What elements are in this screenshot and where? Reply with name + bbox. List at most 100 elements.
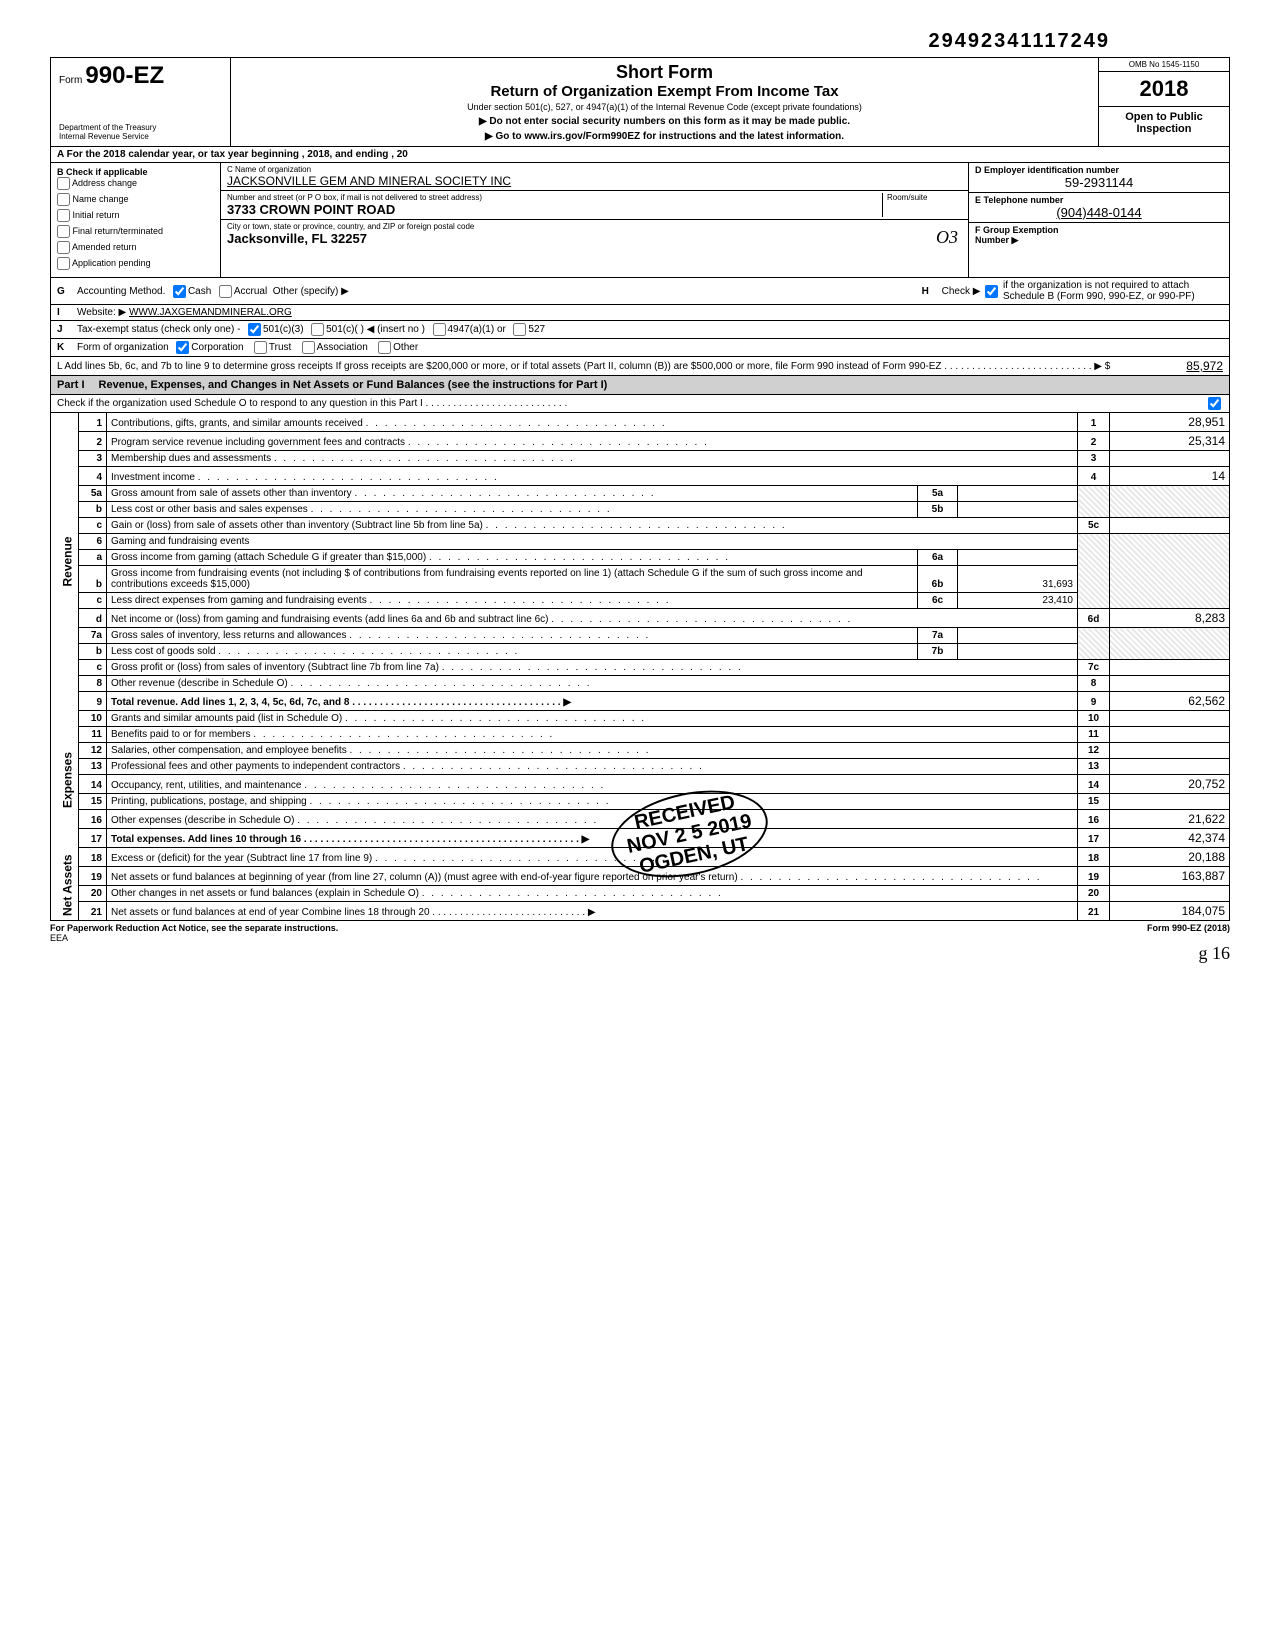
col-num: 7c	[1078, 660, 1110, 676]
col-val	[1110, 676, 1230, 692]
row-desc: Gross sales of inventory, less returns a…	[111, 630, 346, 641]
cb-association[interactable]	[302, 341, 315, 354]
sub-num: 6b	[918, 566, 958, 593]
row-num: 3	[79, 451, 107, 467]
arrow-note-2: ▶ Go to www.irs.gov/Form990EZ for instru…	[239, 131, 1090, 142]
cb-accrual[interactable]	[219, 285, 232, 298]
cb-amended[interactable]	[57, 241, 70, 254]
title-short-form: Short Form	[239, 62, 1090, 83]
website-label: Website: ▶	[77, 307, 126, 318]
row-num: 1	[79, 413, 107, 432]
cb-cash[interactable]	[173, 285, 186, 298]
cb-schedule-o[interactable]	[1208, 397, 1221, 410]
col-num: 11	[1078, 727, 1110, 743]
lbl-4947: 4947(a)(1) or	[448, 324, 506, 335]
line-g-h: G Accounting Method. Cash Accrual Other …	[50, 278, 1230, 305]
col-val: 25,314	[1110, 432, 1230, 451]
cb-501c3[interactable]	[248, 323, 261, 336]
row-desc: Benefits paid to or for members	[111, 729, 251, 740]
col-num: 15	[1078, 794, 1110, 810]
sub-num: 7a	[918, 628, 958, 644]
sub-val	[958, 644, 1078, 660]
col-val: 20,752	[1110, 775, 1230, 794]
lbl-accrual: Accrual	[234, 286, 267, 297]
cb-501c[interactable]	[311, 323, 324, 336]
col-val	[1110, 759, 1230, 775]
row-desc: Salaries, other compensation, and employ…	[111, 745, 347, 756]
col-num: 6d	[1078, 609, 1110, 628]
subtitle: Under section 501(c), 527, or 4947(a)(1)…	[239, 102, 1090, 112]
line-j: J Tax-exempt status (check only one) - 5…	[50, 321, 1230, 339]
lbl-h: H	[922, 286, 936, 297]
row-desc: Excess or (deficit) for the year (Subtra…	[111, 853, 372, 864]
line-a: A For the 2018 calendar year, or tax yea…	[50, 147, 1230, 163]
cb-address-change[interactable]	[57, 177, 70, 190]
lbl-501c: 501(c)( ) ◀ (insert no )	[326, 324, 425, 335]
group-exempt-label: F Group Exemption	[975, 225, 1223, 235]
cb-schedule-b[interactable]	[985, 285, 998, 298]
shaded-cell	[1110, 534, 1230, 609]
row-num: 21	[79, 902, 107, 921]
row-desc: Less cost of goods sold	[111, 646, 216, 657]
phone-label: E Telephone number	[975, 195, 1223, 205]
revenue-side-label: Revenue	[51, 413, 79, 711]
shaded-cell	[1078, 534, 1110, 609]
col-num: 8	[1078, 676, 1110, 692]
lbl-i: I	[57, 307, 71, 318]
col-val	[1110, 794, 1230, 810]
col-num: 4	[1078, 467, 1110, 486]
row-desc: Gross profit or (loss) from sales of inv…	[111, 662, 439, 673]
col-num: 5c	[1078, 518, 1110, 534]
col-num: 9	[1078, 692, 1110, 711]
row-desc: Gross income from gaming (attach Schedul…	[111, 552, 426, 563]
sub-val	[958, 550, 1078, 566]
cb-name-change[interactable]	[57, 193, 70, 206]
row-num: 13	[79, 759, 107, 775]
group-exempt-number: Number ▶	[975, 235, 1223, 246]
ein-label: D Employer identification number	[975, 165, 1223, 175]
row-num: 19	[79, 867, 107, 886]
sub-num: 6a	[918, 550, 958, 566]
col-num: 12	[1078, 743, 1110, 759]
lbl-final-return: Final return/terminated	[73, 226, 164, 236]
col-num: 10	[1078, 711, 1110, 727]
row-desc: Gross amount from sale of assets other t…	[111, 488, 352, 499]
col-val	[1110, 886, 1230, 902]
cb-4947[interactable]	[433, 323, 446, 336]
cb-app-pending[interactable]	[57, 257, 70, 270]
org-name: JACKSONVILLE GEM AND MINERAL SOCIETY INC	[227, 174, 962, 188]
row-desc: Occupancy, rent, utilities, and maintena…	[111, 780, 301, 791]
row-num: 12	[79, 743, 107, 759]
col-num: 14	[1078, 775, 1110, 794]
shaded-cell	[1078, 486, 1110, 518]
cb-final-return[interactable]	[57, 225, 70, 238]
name-label: C Name of organization	[227, 165, 962, 174]
row-desc: Other changes in net assets or fund bala…	[111, 888, 419, 899]
cb-other-org[interactable]	[378, 341, 391, 354]
col-val: 21,622	[1110, 810, 1230, 829]
col-val	[1110, 451, 1230, 467]
row-num: 11	[79, 727, 107, 743]
sub-num: 5a	[918, 486, 958, 502]
row-desc: Grants and similar amounts paid (list in…	[111, 713, 342, 724]
col-num: 18	[1078, 848, 1110, 867]
tax-exempt-label: Tax-exempt status (check only one) -	[77, 324, 240, 335]
row-num: 4	[79, 467, 107, 486]
part-1-header: Part I Revenue, Expenses, and Changes in…	[50, 376, 1230, 395]
cb-initial-return[interactable]	[57, 209, 70, 222]
row-num: c	[79, 518, 107, 534]
row-desc: Professional fees and other payments to …	[111, 761, 400, 772]
ein-value: 59-2931144	[975, 175, 1223, 190]
cb-527[interactable]	[513, 323, 526, 336]
cb-corporation[interactable]	[176, 341, 189, 354]
footer: For Paperwork Reduction Act Notice, see …	[50, 923, 1230, 933]
col-val	[1110, 743, 1230, 759]
col-num: 2	[1078, 432, 1110, 451]
part-1-check-note: Check if the organization used Schedule …	[57, 398, 1206, 409]
form-number: 990-EZ	[85, 62, 164, 89]
cb-trust[interactable]	[254, 341, 267, 354]
row-desc: Gain or (loss) from sale of assets other…	[111, 520, 483, 531]
sub-num: 6c	[918, 593, 958, 609]
row-desc: Investment income	[111, 472, 195, 483]
col-val: 28,951	[1110, 413, 1230, 432]
